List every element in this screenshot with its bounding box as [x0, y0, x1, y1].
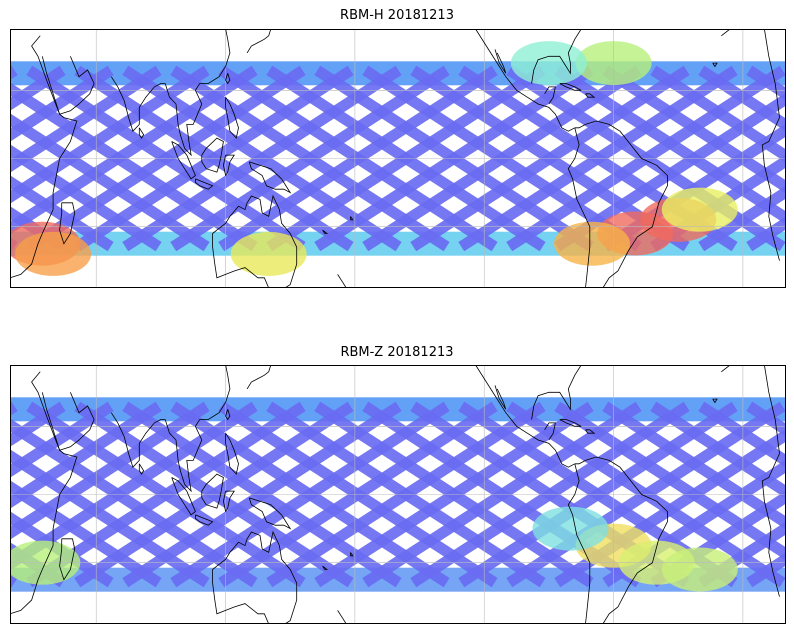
coastline: [337, 274, 352, 288]
coastline: [225, 432, 239, 475]
coastline: [585, 93, 596, 98]
descending-swath: [10, 401, 114, 478]
coastline: [246, 365, 272, 390]
map-top: [10, 29, 786, 288]
coastline: [248, 497, 292, 530]
coastline: [164, 29, 231, 157]
ascending-swath: [10, 206, 66, 252]
ascending-swath: [650, 65, 786, 163]
coastline: [195, 514, 214, 526]
coastline: [246, 29, 272, 54]
coastline: [248, 161, 292, 194]
coastline: [559, 419, 582, 427]
coastline: [201, 137, 224, 173]
coastline: [222, 490, 235, 513]
coastline: [475, 365, 575, 468]
map-bottom: [10, 365, 786, 624]
coastline: [721, 365, 765, 373]
intensity-patch: [230, 231, 307, 276]
gridlines: [10, 365, 786, 624]
coastline: [41, 56, 95, 115]
intensity-patch: [510, 41, 587, 86]
ascending-swath: [698, 65, 786, 132]
descending-swath: [10, 65, 114, 142]
coastline: [201, 473, 224, 509]
coastline: [567, 120, 668, 288]
coastline: [531, 29, 582, 84]
intensity-patch: [661, 547, 738, 592]
intensity-patch: [15, 231, 92, 276]
coastline: [10, 365, 780, 615]
coastline: [41, 392, 95, 451]
intensity-patch: [532, 506, 609, 551]
ascending-swath: [698, 401, 786, 468]
coastline: [59, 538, 76, 581]
descending-swath: [698, 521, 786, 588]
coastline: [10, 29, 780, 279]
coastline: [544, 422, 556, 441]
coastline: [559, 83, 582, 91]
gridlines: [10, 29, 786, 288]
coastline: [322, 565, 329, 570]
coastline: [475, 29, 575, 132]
coastline: [195, 178, 214, 190]
coastline: [171, 477, 196, 516]
coastline: [164, 365, 231, 493]
coastline: [59, 202, 76, 245]
coastline: [110, 76, 166, 132]
coastline: [721, 29, 765, 37]
coastline: [212, 194, 298, 288]
coastlines: [10, 29, 780, 288]
coastline: [712, 398, 718, 404]
descending-swath: [10, 65, 66, 111]
coastline: [171, 141, 196, 180]
intensity-patch: [661, 187, 738, 232]
map-frame: [10, 29, 786, 288]
descending-swath: [10, 401, 66, 447]
hotspot-layer: [10, 41, 738, 276]
coastline: [531, 365, 582, 420]
intensity-patch: [554, 221, 630, 266]
map-frame: [10, 365, 786, 624]
coastline: [212, 530, 298, 624]
coastline: [225, 73, 231, 85]
coastline: [110, 412, 166, 468]
coastline: [567, 456, 668, 624]
coastline: [322, 229, 329, 234]
panel-top-title: RBM-H 20181213: [340, 8, 454, 23]
coastline: [138, 127, 145, 139]
coastline: [544, 86, 556, 105]
coastline: [225, 409, 231, 421]
coastlines: [10, 365, 780, 624]
ascending-swath: [650, 401, 786, 499]
coastline: [222, 154, 235, 177]
coastline: [585, 429, 596, 434]
coastline: [138, 463, 145, 475]
coastline: [712, 62, 718, 68]
coastline: [494, 49, 507, 74]
coastline: [494, 385, 507, 410]
coastline: [337, 610, 352, 624]
descending-swath: [698, 185, 786, 252]
coastline: [350, 552, 354, 557]
coastline: [350, 216, 354, 221]
coastline: [225, 96, 239, 139]
ascending-swath: [10, 175, 114, 252]
panel-bottom-title: RBM-Z 20181213: [340, 345, 454, 360]
